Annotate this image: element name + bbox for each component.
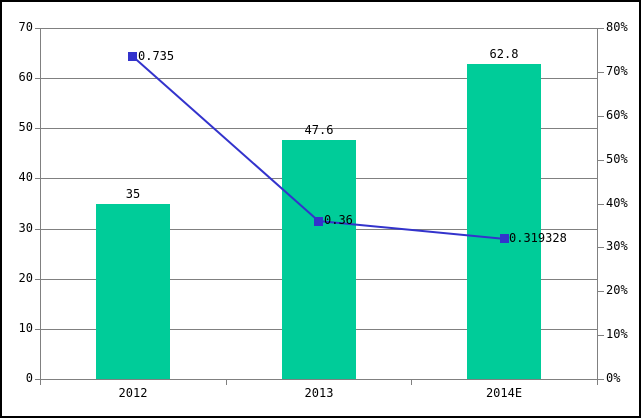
x-axis-tick (226, 380, 227, 385)
bar-value-label: 47.6 (304, 123, 334, 137)
bar-value-label: 35 (125, 187, 141, 201)
left-axis-tick (35, 178, 40, 179)
left-axis-line (40, 28, 41, 380)
right-axis-tick-label: 40% (606, 196, 628, 210)
left-axis-tick (35, 128, 40, 129)
gridline (40, 28, 597, 29)
left-axis-tick-label: 30 (18, 221, 33, 235)
line-marker-square (128, 52, 137, 61)
right-axis-tick (598, 72, 604, 73)
left-axis-tick (35, 229, 40, 230)
left-axis-tick-label: 60 (18, 70, 33, 84)
right-axis-tick-label: 30% (606, 239, 628, 253)
bar-value-label: 62.8 (489, 47, 519, 61)
right-axis-tick-label: 80% (606, 20, 628, 34)
right-axis-tick-label: 20% (606, 283, 628, 297)
right-axis-tick (598, 335, 604, 336)
left-axis-tick-label: 0 (25, 371, 33, 385)
left-axis-tick (35, 28, 40, 29)
left-axis-tick-label: 50 (18, 120, 33, 134)
right-axis-line (597, 28, 598, 380)
right-axis-tick (598, 28, 604, 29)
line-value-label: 0.319328 (509, 231, 567, 245)
x-axis-line (40, 379, 598, 380)
left-axis-tick-label: 40 (18, 170, 33, 184)
x-axis-tick (411, 380, 412, 385)
left-axis-tick (35, 379, 40, 380)
right-axis-tick-label: 70% (606, 64, 628, 78)
right-axis-tick (598, 204, 604, 205)
right-axis-tick (598, 291, 604, 292)
right-axis-tick-label: 10% (606, 327, 628, 341)
x-axis-tick (597, 380, 598, 385)
category-label: 2012 (118, 386, 148, 400)
line-value-label: 0.735 (138, 49, 175, 63)
right-axis-tick (598, 116, 604, 117)
line-value-label: 0.36 (324, 213, 353, 227)
right-axis-tick (598, 379, 604, 380)
left-axis-tick-label: 10 (18, 321, 33, 335)
line-marker-square (500, 234, 509, 243)
right-axis-tick (598, 247, 604, 248)
category-label: 2014E (485, 386, 523, 400)
left-axis-tick (35, 279, 40, 280)
line-marker-square (314, 217, 323, 226)
category-label: 2013 (304, 386, 334, 400)
left-axis-tick-label: 20 (18, 271, 33, 285)
right-axis-tick-label: 0% (606, 371, 621, 385)
left-axis-tick (35, 78, 40, 79)
left-axis-tick (35, 329, 40, 330)
left-axis-tick-label: 70 (18, 20, 33, 34)
right-axis-tick-label: 50% (606, 152, 628, 166)
right-axis-tick (598, 160, 604, 161)
right-axis-tick-label: 60% (606, 108, 628, 122)
x-axis-tick (40, 380, 41, 385)
